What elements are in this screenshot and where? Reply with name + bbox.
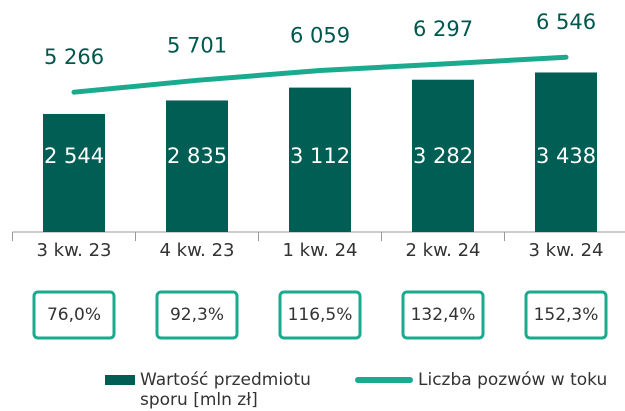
bar-value-label: 2 835: [167, 144, 227, 168]
bar: [289, 87, 351, 232]
ratio-label: 132,4%: [411, 305, 476, 325]
ratio-label: 116,5%: [288, 305, 353, 325]
bar: [43, 113, 105, 232]
ratio-box: [32, 290, 116, 340]
bar: [412, 79, 474, 232]
ratio-box: [524, 290, 608, 340]
ratio-box: [401, 290, 485, 340]
line-value-label: 6 297: [413, 17, 473, 41]
x-tick-label: 1 kw. 24: [282, 240, 357, 261]
line-value-label: 5 266: [44, 45, 104, 69]
legend-label: Wartość przedmiotu sporu [mln zł]: [140, 370, 311, 410]
ratio-label: 76,0%: [47, 305, 101, 325]
ratio-label: 152,3%: [534, 305, 599, 325]
line-value-label: 6 059: [290, 24, 350, 48]
x-tick-label: 3 kw. 23: [36, 240, 111, 261]
x-tick-label: 4 kw. 23: [159, 240, 234, 261]
line-value-label: 6 546: [536, 10, 596, 34]
line-value-label: 5 701: [167, 33, 227, 57]
ratio-box: [155, 290, 239, 340]
x-tick-label: 3 kw. 24: [528, 240, 603, 261]
bar-value-label: 2 544: [44, 144, 104, 168]
bar-value-label: 3 112: [290, 144, 350, 168]
ratio-box: [278, 290, 362, 340]
x-tick-label: 2 kw. 24: [405, 240, 480, 261]
bar-value-label: 3 438: [536, 144, 596, 168]
bar-value-label: 3 282: [413, 144, 473, 168]
ratio-label: 92,3%: [170, 305, 224, 325]
bar: [166, 100, 228, 233]
line: [71, 54, 569, 95]
bar: [535, 72, 597, 232]
legend-label: Liczba pozwów w toku: [418, 370, 608, 390]
legend-swatch: [105, 375, 135, 385]
